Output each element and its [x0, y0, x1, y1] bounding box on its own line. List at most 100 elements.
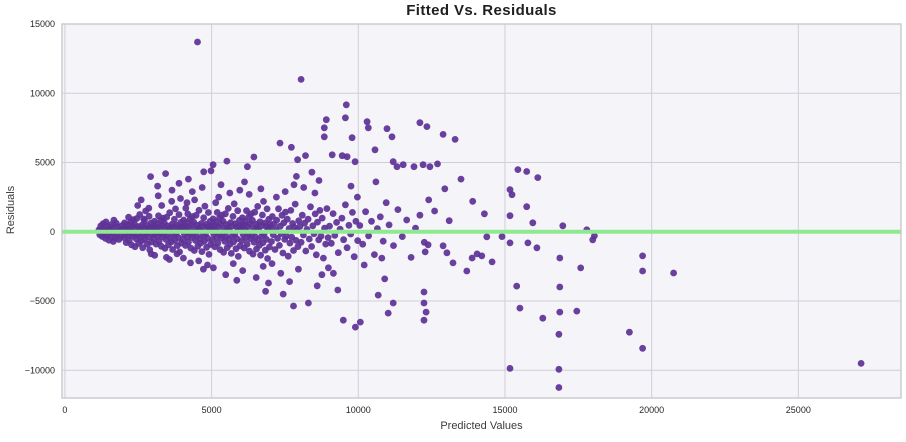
scatter-point	[182, 204, 190, 212]
scatter-point	[457, 175, 465, 183]
scatter-point	[276, 242, 283, 249]
scatter-point	[379, 237, 387, 245]
chart-title: Fitted Vs. Residuals	[406, 2, 557, 19]
scatter-point	[304, 215, 312, 223]
scatter-point	[315, 177, 323, 184]
scatter-point	[360, 261, 368, 269]
scatter-point	[559, 222, 567, 230]
scatter-point	[158, 202, 166, 209]
scatter-point	[431, 207, 438, 215]
scatter-point	[201, 202, 209, 210]
y-tick-label: 10000	[30, 88, 55, 98]
scatter-point	[325, 264, 332, 272]
x-tick-label: 20000	[639, 405, 664, 415]
scatter-point	[420, 299, 428, 307]
scatter-point	[326, 222, 333, 230]
scatter-point	[374, 291, 382, 299]
scatter-point	[251, 208, 259, 216]
scatter-point	[410, 163, 418, 171]
scatter-point	[283, 215, 291, 223]
scatter-point	[343, 153, 351, 161]
scatter-point	[350, 253, 358, 261]
scatter-point	[359, 240, 367, 248]
scatter-point	[290, 302, 297, 310]
scatter-point	[311, 210, 319, 218]
scatter-point	[311, 189, 319, 197]
scatter-point	[239, 267, 247, 274]
scatter-point	[212, 199, 220, 207]
scatter-point	[416, 211, 424, 219]
scatter-point	[516, 304, 524, 312]
scatter-point	[277, 269, 285, 277]
scatter-point	[488, 258, 496, 266]
scatter-point	[302, 247, 310, 255]
scatter-point	[591, 232, 598, 240]
x-tick-label: 5000	[202, 405, 222, 415]
scatter-point	[343, 244, 351, 252]
scatter-point	[271, 246, 279, 253]
scatter-point	[302, 152, 309, 160]
scatter-point	[422, 308, 430, 316]
scatter-point	[425, 196, 433, 204]
scatter-point	[399, 161, 407, 169]
scatter-point	[137, 196, 145, 204]
scatter-point	[175, 179, 183, 187]
scatter-point	[483, 233, 491, 241]
scatter-point	[140, 215, 148, 223]
scatter-point	[426, 163, 434, 171]
scatter-point	[279, 249, 287, 257]
scatter-point	[205, 251, 213, 258]
scatter-point	[168, 186, 176, 194]
scatter-point	[328, 151, 336, 159]
scatter-point	[222, 271, 230, 279]
scatter-point	[308, 243, 315, 250]
scatter-point	[389, 158, 397, 166]
scatter-point	[305, 235, 313, 243]
scatter-point	[198, 184, 206, 191]
scatter-point	[194, 38, 201, 46]
scatter-point	[154, 192, 162, 200]
scatter-point	[421, 248, 429, 256]
scatter-point	[351, 158, 359, 166]
scatter-point	[382, 199, 390, 207]
scatter-point	[324, 234, 332, 242]
scatter-point	[226, 189, 234, 197]
scatter-point	[259, 263, 267, 270]
scatter-point	[322, 116, 330, 124]
scatter-point	[314, 218, 321, 226]
scatter-point	[403, 216, 411, 224]
scatter-point	[354, 237, 362, 245]
scatter-point	[388, 133, 396, 141]
scatter-point	[183, 199, 191, 207]
y-tick-label: −5000	[30, 296, 55, 306]
scatter-point	[469, 197, 477, 205]
scatter-point	[236, 186, 244, 194]
scatter-point	[376, 213, 384, 221]
scatter-point	[290, 181, 298, 189]
scatter-point	[439, 242, 447, 250]
scatter-point	[282, 208, 289, 216]
scatter-point	[298, 211, 306, 219]
scatter-point	[506, 186, 514, 194]
scatter-point	[200, 168, 208, 176]
scatter-point	[329, 210, 337, 218]
scatter-point	[290, 247, 297, 254]
x-tick-label: 15000	[492, 405, 517, 415]
scatter-point	[185, 175, 192, 183]
y-tick-label: 0	[50, 227, 55, 237]
scatter-point	[555, 384, 563, 391]
scatter-point	[297, 76, 305, 83]
scatter-point	[345, 221, 353, 229]
scatter-point	[468, 254, 476, 262]
scatter-point	[139, 244, 147, 252]
scatter-point	[390, 242, 397, 250]
scatter-point	[385, 221, 393, 229]
scatter-point	[279, 290, 287, 298]
scatter-point	[383, 125, 391, 133]
scatter-point	[439, 131, 447, 138]
scatter-point	[294, 156, 301, 164]
scatter-point	[214, 239, 222, 247]
scatter-point	[506, 212, 514, 220]
scatter-point	[268, 238, 275, 245]
scatter-point	[533, 244, 541, 252]
